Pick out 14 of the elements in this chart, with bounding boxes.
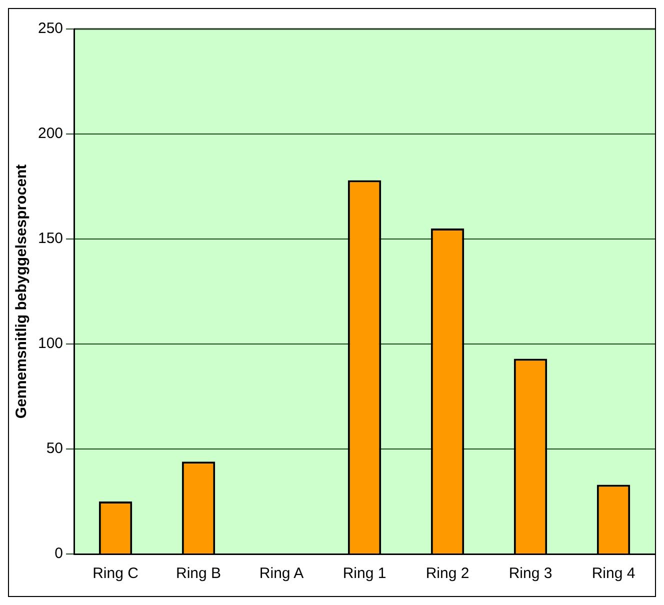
y-tick-label: 100 xyxy=(38,335,64,352)
x-tick-label: Ring 2 xyxy=(426,565,470,582)
y-tick-label: 150 xyxy=(38,230,64,248)
y-tick-label: 0 xyxy=(54,545,64,562)
x-tick-label: Ring 4 xyxy=(592,565,636,582)
x-tick-label: Ring 1 xyxy=(342,565,386,582)
x-tick-label: Ring C xyxy=(92,565,139,582)
y-axis-title: Gennemsnitlig bebyggelsesprocent xyxy=(13,164,30,419)
y-tick-label: 250 xyxy=(38,20,64,38)
y-tick-label: 200 xyxy=(38,125,64,142)
x-tick-label: Ring A xyxy=(259,565,304,582)
x-tick-label: Ring 3 xyxy=(508,565,552,582)
y-tick-label: 50 xyxy=(46,440,64,458)
x-tick-label: Ring B xyxy=(176,565,222,582)
